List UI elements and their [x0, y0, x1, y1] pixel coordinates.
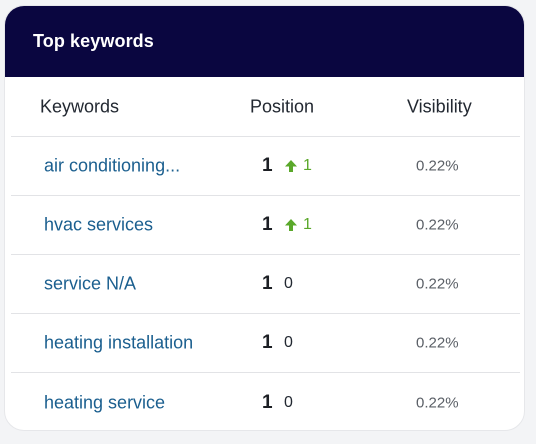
keyword-link[interactable]: service N/A: [44, 273, 137, 294]
arrow-up-icon: [285, 160, 297, 172]
top-keywords-card: Top keywords Keywords Position Visibilit…: [4, 5, 525, 431]
arrow-up-icon: [285, 219, 297, 231]
keyword-link[interactable]: heating installation: [44, 332, 194, 353]
position-value: 1: [262, 155, 273, 176]
visibility-value: 0.22%: [416, 275, 459, 293]
position-change: 1: [284, 157, 312, 175]
visibility-value: 0.22%: [416, 394, 459, 411]
keyword-link[interactable]: hvac services: [44, 214, 154, 235]
position-change-value: 1: [303, 157, 312, 174]
position-change: 0: [284, 394, 293, 412]
position-value: 1: [262, 214, 273, 235]
visibility-value: 0.22%: [416, 216, 459, 234]
table-body: air conditioning... 1 1 0.22% hvac services 1…: [11, 137, 520, 430]
keyword-link[interactable]: air conditioning...: [44, 155, 181, 176]
table-row: heating service 1 0 0.22%: [11, 373, 520, 430]
position-value: 1: [262, 332, 273, 353]
table-row: air conditioning... 1 1 0.22%: [11, 137, 520, 196]
column-header-keywords: Keywords: [40, 96, 120, 116]
card-header: Top keywords: [5, 6, 524, 77]
position-value: 1: [262, 273, 273, 294]
keyword-link[interactable]: heating service: [44, 392, 166, 412]
position-change-value: 0: [284, 393, 293, 411]
visibility-value: 0.22%: [416, 157, 459, 175]
column-header-visibility: Visibility: [407, 96, 472, 116]
column-header-position: Position: [250, 96, 315, 116]
table-row: heating installation 1 0 0.22%: [11, 314, 520, 373]
position-change-value: 1: [303, 216, 312, 233]
position-change: 0: [284, 275, 293, 293]
table-row: hvac services 1 1 0.22%: [11, 196, 520, 255]
position-value: 1: [262, 391, 273, 413]
position-change: 0: [284, 334, 293, 352]
table-row: service N/A 1 0 0.22%: [11, 255, 520, 314]
position-change-value: 0: [284, 334, 293, 351]
table-header-row: Keywords Position Visibility: [11, 77, 520, 137]
position-change-value: 0: [284, 275, 293, 292]
keywords-table: Keywords Position Visibility air conditi…: [11, 77, 520, 430]
position-change: 1: [284, 216, 312, 234]
visibility-value: 0.22%: [416, 334, 459, 352]
card-title: Top keywords: [33, 31, 154, 51]
